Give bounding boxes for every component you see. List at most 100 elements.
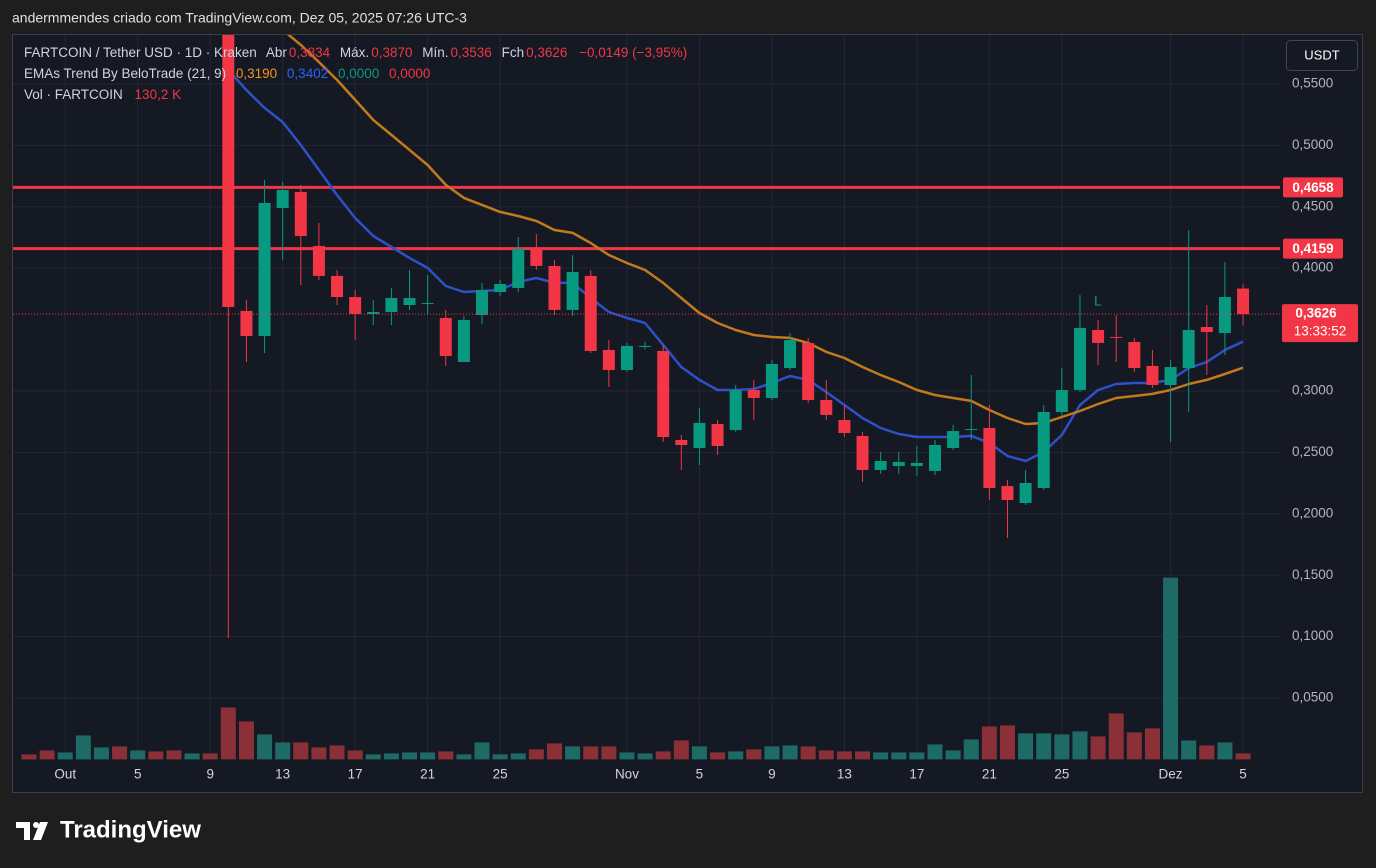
indicator-value: 0,0000 (338, 66, 379, 81)
volume-bar (402, 752, 418, 760)
x-tick-label: 5 (134, 767, 142, 782)
candle-body (693, 422, 706, 448)
volume-bar (238, 721, 254, 760)
volume-bar (492, 754, 508, 760)
header-text: andermmendes criado com TradingView.com,… (12, 10, 467, 26)
volume-bar (383, 753, 399, 760)
indicator-value: 0,3402 (287, 66, 328, 81)
volume-bar (220, 707, 236, 760)
candle-body (1055, 390, 1068, 412)
candle-body (1164, 367, 1177, 385)
volume-bar (438, 751, 454, 760)
x-tick-label: 21 (420, 767, 435, 782)
y-tick-label: 0,5500 (1292, 76, 1333, 91)
candle-body (1146, 365, 1159, 385)
volume-name: Vol · FARTCOIN (24, 87, 123, 102)
volume-bar (420, 752, 436, 760)
volume-bar (75, 735, 91, 760)
volume-bar (855, 751, 871, 760)
level-label-bg (1283, 238, 1343, 259)
volume-bar (166, 750, 182, 760)
candle-body (566, 271, 579, 310)
currency-button[interactable] (1286, 40, 1358, 71)
legend-ohlc-label: Fch (502, 45, 525, 60)
candle-body (929, 445, 941, 471)
candle-body (258, 202, 271, 336)
last-price-bg (1282, 304, 1358, 343)
volume-bar (945, 750, 961, 760)
volume-bar (510, 753, 526, 760)
candle-body (838, 419, 851, 433)
volume-bar (836, 751, 852, 760)
x-tick-label: 17 (909, 767, 924, 782)
legend-ohlc-value: 0,3536 (451, 45, 492, 60)
volume-bar (1108, 713, 1124, 760)
volume-bar (1163, 577, 1179, 760)
legend-indicator: EMAs Trend By BeloTrade (21, 9) 0,3190 0… (24, 66, 430, 81)
legend-ohlc-label: Máx. (340, 45, 369, 60)
volume-bar (963, 739, 979, 760)
legend-change: −0,0149 (−3,95%) (579, 45, 687, 60)
candle-body (349, 297, 362, 314)
candle-body (910, 462, 923, 467)
candle-body (1200, 327, 1213, 333)
y-tick-label: 0,1000 (1292, 628, 1333, 643)
candle-body (620, 345, 633, 370)
volume-bar (21, 754, 37, 760)
volume-bar (565, 746, 581, 760)
candle-body (675, 439, 688, 446)
logo-shape (16, 822, 30, 840)
brand-logo: TradingView (16, 816, 201, 843)
volume-bar (999, 725, 1015, 760)
indicator-value: 0,3190 (236, 66, 277, 81)
candle-body (476, 290, 488, 315)
candle-body (1001, 486, 1014, 501)
legend-symbol: FARTCOIN / Tether USD · 1D · Kraken (24, 45, 257, 60)
level-label: 0,4159 (1292, 241, 1333, 256)
candle-body (421, 303, 434, 305)
volume-bar (184, 753, 200, 760)
volume-bar (1235, 753, 1251, 760)
legend-ohlc-value: 0,3834 (289, 45, 331, 60)
candle-body (530, 248, 543, 266)
volume-bar (782, 745, 798, 760)
candle-body (820, 399, 833, 415)
volume-bar (909, 752, 925, 760)
candle-body (276, 189, 289, 209)
candle-body (874, 460, 887, 470)
candle-body (802, 342, 815, 400)
legend-volume: Vol · FARTCOIN 130,2 K (24, 87, 181, 102)
currency-button-label[interactable]: USDT (1304, 47, 1339, 62)
candle-body (367, 312, 380, 314)
volume-bar (528, 749, 544, 760)
volume-bar (764, 746, 780, 760)
candle-body (965, 429, 978, 431)
candle-body (294, 191, 307, 237)
volume-bar (311, 747, 327, 760)
candle-body (385, 298, 398, 313)
volume-bar (39, 750, 55, 760)
candle-body (512, 249, 525, 288)
volume-bar (57, 752, 73, 760)
volume-bar (927, 744, 943, 760)
volume-bar (1217, 742, 1233, 760)
volume-value: 130,2 K (135, 87, 182, 102)
volume-bar (710, 752, 726, 760)
legend-ohlc-label: Abr (266, 45, 288, 60)
legend-ohlc-value: 0,3870 (371, 45, 412, 60)
x-tick-label: 21 (982, 767, 997, 782)
pivot-label: L (1094, 293, 1102, 309)
level-label: 0,4658 (1292, 180, 1334, 195)
y-tick-label: 0,1500 (1292, 567, 1333, 582)
volume-bar (148, 751, 164, 760)
volume-bar (673, 740, 689, 760)
x-tick-label: 5 (696, 767, 704, 782)
x-tick-label: Out (54, 767, 76, 782)
x-tick-label: Nov (615, 767, 639, 782)
candle-body (602, 349, 615, 370)
candle-body (892, 461, 905, 467)
indicator-name: EMAs Trend By BeloTrade (21, 9) (24, 66, 226, 81)
x-tick-label: 25 (1054, 767, 1069, 782)
volume-bar (691, 746, 707, 760)
